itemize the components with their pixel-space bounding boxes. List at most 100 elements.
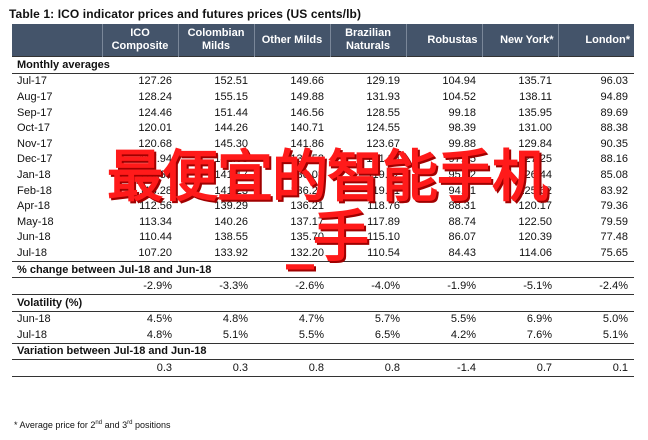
table-cell: 123.67 [366, 137, 400, 150]
table-cell: 5.1% [602, 328, 628, 341]
table-cell: 131.00 [518, 122, 552, 135]
table-cell: 118.76 [367, 200, 400, 213]
row-label: Jul-18 [17, 246, 47, 259]
table-cell: 138.55 [214, 231, 248, 244]
table-cell: 135.70 [290, 231, 324, 244]
table-cell: 116.35 [139, 168, 172, 181]
table-cell: -1.9% [447, 280, 476, 293]
table-cell: 114.06 [519, 246, 552, 259]
row-label: Feb-18 [17, 184, 52, 197]
table-cell: 141.23 [214, 184, 248, 197]
table-row: Feb-18 116.28 141.23 136.24 119.41 94.51 125.6… [12, 183, 634, 199]
table-cell: 120.39 [518, 231, 552, 244]
table-row: Jun-18 4.5% 4.8% 4.7% 5.7% 5.5% 6.9% 5.0% [12, 311, 634, 327]
column-header: Brazilian Naturals [330, 24, 407, 57]
table-cell: 0.8 [254, 359, 330, 377]
table-cell: 6.5% [374, 328, 400, 341]
footnote-sup: rd [127, 420, 133, 426]
table-cell: -3.3% [219, 280, 248, 293]
table-cell: 125.62 [518, 184, 552, 197]
table-cell: 122.50 [518, 215, 552, 228]
table-cell: 140.26 [214, 215, 248, 228]
table-cell: 88.74 [448, 215, 476, 228]
table-cell: 113.34 [139, 215, 172, 228]
table-row: Jul-18 107.20 133.92 132.20 110.54 84.43 114.0… [12, 245, 634, 261]
table-cell: 88.16 [600, 153, 628, 166]
table-cell: 136.24 [290, 184, 324, 197]
table-cell: 95.52 [448, 168, 476, 181]
table-cell: 86.07 [448, 231, 476, 244]
table-cell: 115.10 [367, 231, 400, 244]
table-cell: 151.44 [214, 106, 248, 119]
table-cell: 5.7% [374, 313, 400, 326]
table-cell: 0.1 [558, 359, 634, 377]
table-cell: 79.59 [600, 215, 628, 228]
column-header: Other Milds [254, 24, 331, 57]
footnote-text: positions [132, 420, 171, 430]
table-cell: 128.24 [138, 90, 172, 103]
table-cell: 104.94 [442, 75, 476, 88]
table-cell: 136.21 [290, 200, 324, 213]
table-cell: 127.26 [138, 75, 172, 88]
table-cell: 141.86 [290, 137, 324, 150]
table-cell: 132.20 [290, 246, 324, 259]
table-cell: 128.55 [366, 106, 400, 119]
table-cell: 129.84 [518, 137, 552, 150]
table-cell: 75.65 [600, 246, 628, 259]
column-header: London* [558, 24, 634, 57]
table-cell: 149.66 [290, 75, 324, 88]
section-header-row: Variation between Jul-18 and Jun-18 [12, 342, 634, 361]
table-cell: -2.6% [295, 280, 324, 293]
header-blank [12, 24, 103, 57]
table-row: Jan-18 116.35 141.17 136.08 119.92 95.52 126.4… [12, 167, 634, 183]
table-cell: 6.9% [526, 313, 552, 326]
table-cell: 116.28 [139, 184, 172, 197]
table-cell: 138.52 [290, 153, 324, 166]
table-cell: 110.54 [367, 246, 400, 259]
row-label [12, 278, 102, 295]
table-row: Apr-18 112.56 139.29 136.21 118.76 88.31 120.1… [12, 198, 634, 214]
table-cell: 94.89 [600, 90, 628, 103]
table-cell: 112.56 [139, 200, 172, 213]
column-header: ICO Composite [102, 24, 179, 57]
table-cell: 99.18 [448, 106, 476, 119]
column-header: Colombian Milds [178, 24, 255, 57]
section-header-row: Volatility (%) [12, 293, 634, 312]
table-cell: 4.8% [146, 328, 172, 341]
table-cell: 144.26 [214, 122, 248, 135]
section-label: Monthly averages [12, 56, 634, 74]
table-cell: 77.48 [600, 231, 628, 244]
table-cell: 85.08 [600, 168, 628, 181]
table-cell: 97.55 [448, 153, 476, 166]
table-cell: 133.92 [214, 246, 248, 259]
table-cell: 149.88 [290, 90, 324, 103]
table-cell: 96.03 [600, 75, 628, 88]
table-row: Sep-17 124.46 151.44 146.56 128.55 99.18 135.9… [12, 105, 634, 121]
row-label: Sep-17 [17, 106, 53, 119]
table-cell: 79.36 [600, 200, 628, 213]
table-cell: 136.08 [290, 168, 324, 181]
row-label: Oct-17 [17, 122, 51, 135]
table-cell: 127.25 [518, 153, 552, 166]
table-cell: 155.15 [214, 90, 248, 103]
table-cell: 131.93 [366, 90, 400, 103]
table-cell: 119.41 [367, 184, 400, 197]
footnote-text: * Average price for 2 [14, 420, 96, 430]
table-cell: 121.34 [366, 153, 400, 166]
table-cell: 88.38 [600, 122, 628, 135]
row-label: Aug-17 [17, 90, 53, 103]
table-cell: 137.17 [290, 215, 324, 228]
table-cell: 146.56 [290, 106, 324, 119]
table-cell: -1.4 [406, 359, 482, 377]
table-cell: 4.2% [450, 328, 476, 341]
table-cell: 145.30 [214, 137, 248, 150]
section-header-row: % change between Jul-18 and Jun-18 [12, 260, 634, 279]
table-cell: 120.17 [518, 200, 552, 213]
table-cell: 117.94 [139, 153, 172, 166]
table-cell: 140.71 [290, 122, 324, 135]
table-cell: -5.1% [523, 280, 552, 293]
table-cell: 126.44 [518, 168, 552, 181]
row-label [12, 359, 102, 377]
header-row: ICO Composite Colombian Milds Other Milds B… [12, 24, 634, 57]
table-cell: 5.1% [222, 328, 248, 341]
